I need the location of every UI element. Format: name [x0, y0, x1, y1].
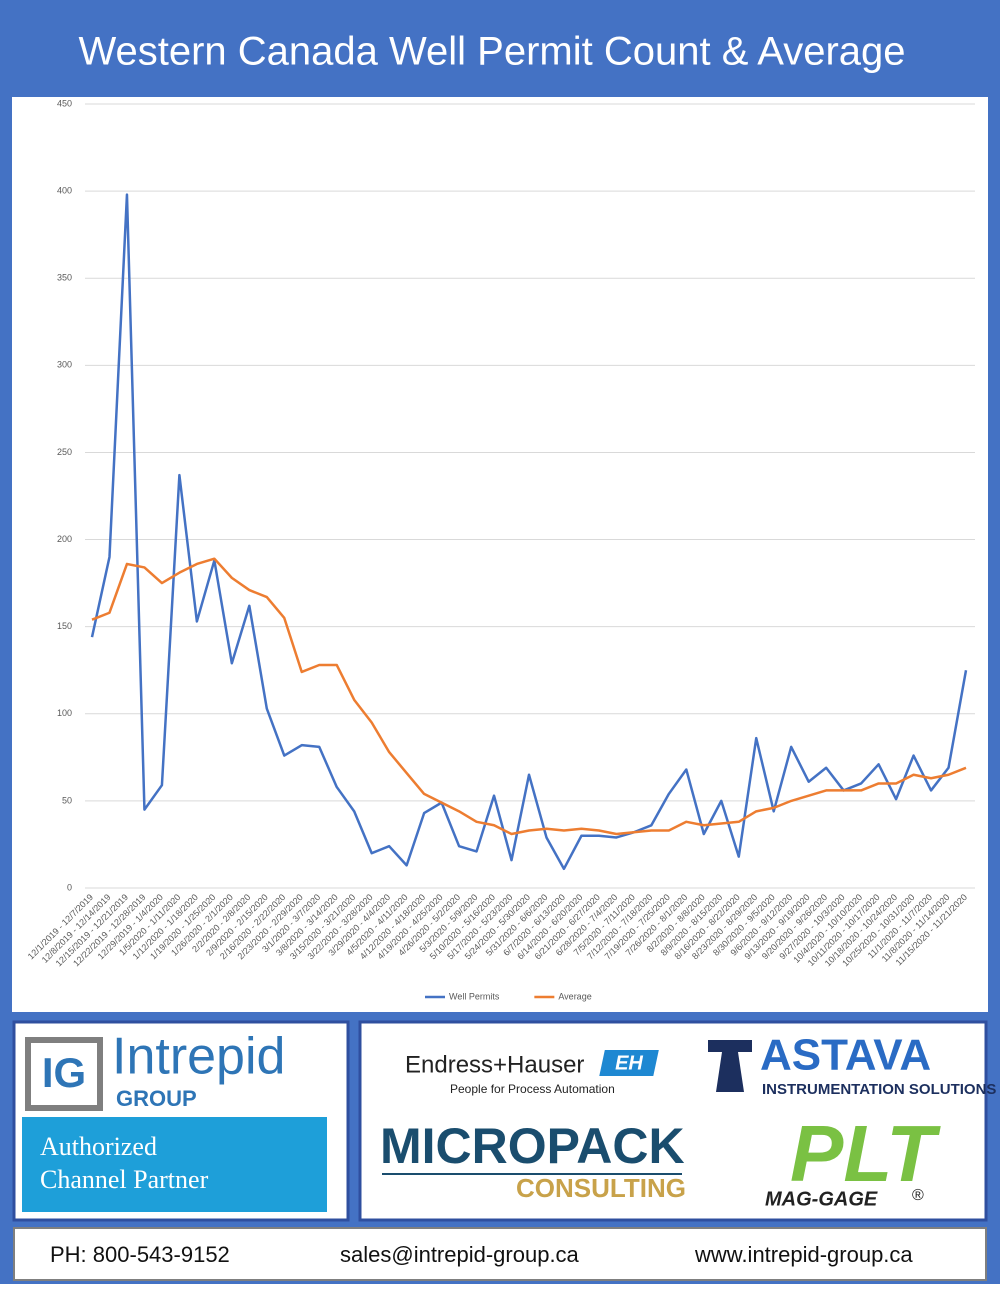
partners-panel	[358, 1020, 988, 1222]
plt-sub: MAG-GAGE	[765, 1188, 878, 1210]
y-tick-label: 300	[57, 360, 72, 370]
y-tick-label: 350	[57, 273, 72, 283]
series-line	[91, 557, 967, 836]
y-tick-label: 100	[57, 708, 72, 718]
y-tick-label: 150	[57, 621, 72, 631]
legend-label: Well Permits	[449, 991, 500, 1001]
series-line	[90, 193, 968, 871]
y-tick-label: 250	[57, 447, 72, 457]
eh-box	[599, 1050, 659, 1076]
plt-underlay	[760, 1190, 905, 1212]
ig-icon	[25, 1037, 103, 1111]
y-tick-label: 450	[57, 98, 72, 108]
legend-label: Average	[558, 991, 591, 1001]
y-tick-label: 200	[57, 534, 72, 544]
eh-mark: EH	[615, 1052, 643, 1074]
ig-mark: IG	[42, 1049, 86, 1096]
endress-name: Endress+Hauser	[405, 1051, 584, 1078]
footer-phone: PH: 800-543-9152	[50, 1242, 230, 1267]
plt-name: PLT	[790, 1109, 941, 1198]
chart-area	[12, 97, 988, 1012]
micropack-name: MICROPACK	[380, 1118, 685, 1174]
micropack-sub: CONSULTING	[516, 1173, 686, 1203]
astava-name: ASTAVA	[760, 1031, 931, 1080]
astava-icon	[708, 1040, 752, 1092]
y-tick-label: 400	[57, 185, 72, 195]
astava-tagline: INSTRUMENTATION SOLUTIONS	[762, 1081, 996, 1098]
badge-line: Authorized	[40, 1132, 157, 1161]
y-tick-label: 0	[67, 882, 72, 892]
y-tick-label: 50	[62, 795, 72, 805]
badge-line: Channel Partner	[40, 1165, 209, 1194]
title: Western Canada Well Permit Count & Avera…	[78, 30, 905, 74]
footer-web[interactable]: www.intrepid-group.ca	[694, 1242, 913, 1267]
intrepid-name: Intrepid	[112, 1028, 285, 1086]
footer-bar	[13, 1227, 987, 1281]
partner-badge	[22, 1117, 327, 1212]
footer-email[interactable]: sales@intrepid-group.ca	[340, 1242, 580, 1267]
endress-tagline: People for Process Automation	[450, 1082, 615, 1096]
plt-registered: ®	[912, 1187, 924, 1204]
intrepid-sub: GROUP	[116, 1086, 197, 1111]
